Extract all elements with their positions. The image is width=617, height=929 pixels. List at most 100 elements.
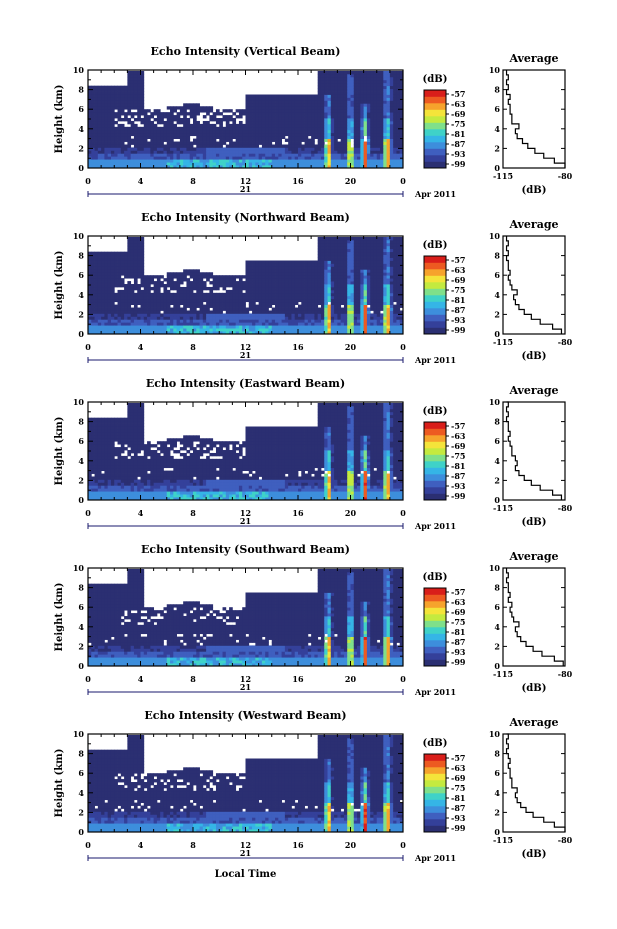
heatmap-cell bbox=[268, 316, 273, 320]
heatmap-cell bbox=[307, 325, 312, 329]
heatmap-cell bbox=[130, 123, 135, 128]
heatmap-cell bbox=[373, 73, 378, 78]
heatmap-cell bbox=[130, 97, 135, 101]
heatmap-cell bbox=[314, 331, 319, 335]
heatmap-cell bbox=[153, 109, 158, 113]
heatmap-cell bbox=[265, 292, 269, 297]
heatmap-cell bbox=[225, 120, 230, 125]
heatmap-cell bbox=[196, 272, 200, 276]
heatmap-cell bbox=[137, 301, 141, 305]
heatmap-cell bbox=[150, 278, 155, 282]
heatmap-cell bbox=[288, 138, 292, 142]
heatmap-cell bbox=[117, 269, 122, 273]
heatmap-cell bbox=[314, 112, 319, 116]
heatmap-cell bbox=[265, 331, 269, 335]
heatmap-cell bbox=[284, 100, 289, 104]
heatmap-cell bbox=[386, 266, 391, 270]
heatmap-cell bbox=[389, 254, 394, 258]
heatmap-cell bbox=[147, 316, 151, 320]
heatmap-cell bbox=[140, 82, 145, 87]
heatmap-cell bbox=[91, 123, 95, 128]
heatmap-cell bbox=[363, 97, 368, 101]
heatmap-cell bbox=[147, 165, 151, 169]
heatmap-cell bbox=[120, 162, 125, 166]
heatmap-cell bbox=[268, 94, 273, 98]
heatmap-cell bbox=[291, 144, 296, 148]
heatmap-cell bbox=[222, 331, 227, 335]
heatmap-cell bbox=[124, 126, 128, 131]
heatmap-cell bbox=[258, 159, 263, 163]
heatmap-cell bbox=[219, 118, 223, 122]
heatmap-cell bbox=[189, 325, 194, 329]
heatmap-cell bbox=[380, 319, 384, 323]
heatmap-cell bbox=[304, 313, 309, 317]
heatmap-cell bbox=[261, 260, 266, 264]
heatmap-cell bbox=[304, 144, 309, 148]
heatmap-cell bbox=[186, 310, 191, 314]
heatmap-cell bbox=[288, 289, 292, 294]
heatmap-cell bbox=[143, 141, 148, 145]
heatmap-cell bbox=[278, 263, 282, 267]
heatmap-cell bbox=[324, 310, 328, 314]
heatmap-cell bbox=[232, 319, 237, 323]
heatmap-cell bbox=[380, 257, 384, 261]
heatmap-cell bbox=[104, 135, 109, 139]
heatmap-cell bbox=[261, 286, 266, 291]
heatmap-cell bbox=[215, 286, 220, 291]
heatmap-cell bbox=[360, 263, 365, 267]
heatmap-cell bbox=[386, 162, 391, 166]
heatmap-cell bbox=[343, 135, 348, 139]
heatmap-cell bbox=[284, 159, 289, 163]
heatmap-cell bbox=[330, 126, 335, 131]
heatmap-cell bbox=[343, 126, 348, 131]
heatmap-cell bbox=[173, 319, 177, 323]
heatmap-cell bbox=[311, 310, 315, 314]
heatmap-cell bbox=[245, 286, 250, 291]
heatmap-cell bbox=[170, 310, 174, 314]
heatmap-cell bbox=[330, 94, 335, 98]
heatmap-cell bbox=[343, 70, 348, 75]
heatmap-cell bbox=[288, 331, 292, 335]
heatmap-cell bbox=[284, 322, 289, 326]
heatmap-cell bbox=[399, 91, 404, 95]
heatmap-cell bbox=[140, 106, 145, 110]
heatmap-cell bbox=[366, 156, 371, 160]
heatmap-cell bbox=[235, 162, 240, 166]
heatmap-cell bbox=[117, 257, 122, 261]
heatmap-cell bbox=[281, 316, 286, 320]
heatmap-cell bbox=[120, 307, 125, 311]
heatmap-cell bbox=[350, 239, 355, 244]
heatmap-cell bbox=[324, 144, 328, 148]
heatmap-cell bbox=[94, 91, 99, 95]
heatmap-cell bbox=[284, 269, 289, 273]
heatmap-cell bbox=[301, 150, 305, 154]
heatmap-cell bbox=[160, 120, 164, 125]
heatmap-cell bbox=[219, 281, 223, 285]
heatmap-cell bbox=[386, 76, 391, 81]
heatmap-cell bbox=[212, 278, 217, 282]
heatmap-cell bbox=[284, 132, 289, 137]
heatmap-cell bbox=[225, 144, 230, 148]
heatmap-cell bbox=[238, 331, 243, 335]
heatmap-cell bbox=[107, 254, 112, 258]
heatmap-cell bbox=[278, 281, 282, 285]
heatmap-cell bbox=[327, 132, 332, 137]
heatmap-cell bbox=[350, 257, 355, 261]
heatmap-cell bbox=[360, 245, 365, 250]
heatmap-cell bbox=[370, 254, 374, 258]
heatmap-cell bbox=[304, 97, 309, 101]
heatmap-cell bbox=[376, 307, 381, 311]
heatmap-cell bbox=[199, 304, 204, 308]
heatmap-cell bbox=[334, 310, 338, 314]
heatmap-cell bbox=[320, 254, 325, 258]
heatmap-cell bbox=[337, 144, 342, 148]
heatmap-cell bbox=[366, 97, 371, 101]
heatmap-cell bbox=[376, 112, 381, 116]
heatmap-cell bbox=[222, 322, 227, 326]
y-tick-label: 4 bbox=[78, 124, 84, 134]
heatmap-cell bbox=[317, 298, 322, 303]
heatmap-cell bbox=[261, 272, 266, 276]
heatmap-cell bbox=[288, 126, 292, 131]
heatmap-cell bbox=[330, 245, 335, 250]
